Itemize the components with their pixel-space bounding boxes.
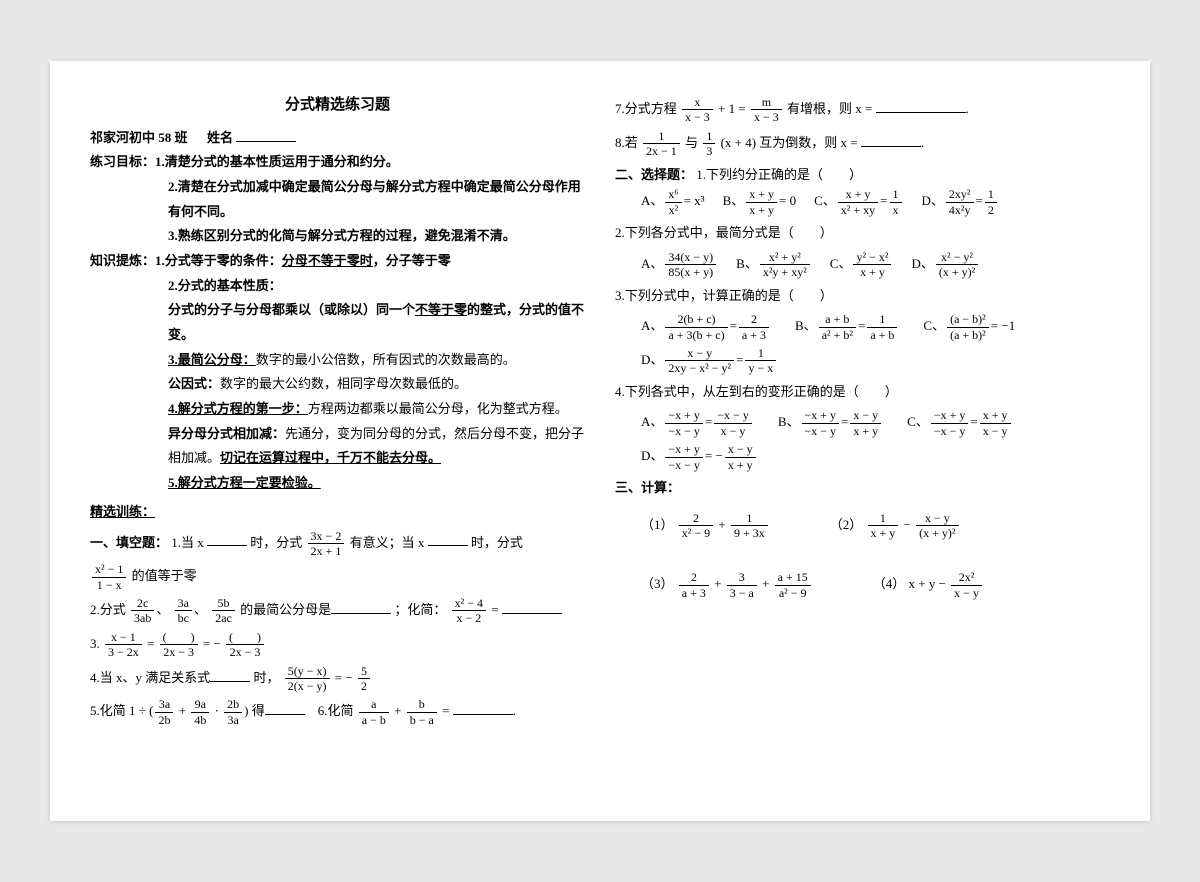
left-column: 分式精选练习题 祁家河初中 58 班 姓名 练习目标：1.清楚分式的基本性质运用…	[90, 91, 585, 791]
class-line: 祁家河初中 58 班 姓名	[90, 126, 585, 151]
fill-q3: 3. x − 13 − 2x = ( )2x − 3 = − ( )2x − 3	[90, 630, 585, 660]
c3-options: A、2(b + c)a + 3(b + c)=2a + 3 B、a + ba² …	[615, 312, 1110, 376]
worksheet-page: 分式精选练习题 祁家河初中 58 班 姓名 练习目标：1.清楚分式的基本性质运用…	[50, 61, 1150, 821]
right-column: 7.分式方程 xx − 3 + 1 = mx − 3 有增根，则 x = . 8…	[615, 91, 1110, 791]
tips-block: 知识提炼：1.分式等于零的条件：分母不等于零时，分子等于零	[90, 249, 585, 274]
fill-q1: 一、填空题： 1.当 x 时，分式 3x − 22x + 1 有意义；当 x 时…	[90, 529, 585, 559]
c2-stem: 2.下列各分式中，最简分式是（ ）	[615, 221, 1110, 246]
training-header: 精选训练：	[90, 500, 585, 525]
c4-stem: 4.下列各式中，从左到右的变形正确的是（ ）	[615, 380, 1110, 405]
fill-q4: 4.当 x、y 满足关系式 时， 5(y − x)2(x − y) = − 52	[90, 664, 585, 694]
objectives-block: 练习目标：1.清楚分式的基本性质运用于通分和约分。	[90, 150, 585, 175]
c3-stem: 3.下列分式中，计算正确的是（ ）	[615, 284, 1110, 309]
name-blank[interactable]	[236, 128, 296, 142]
calc-row-1: （1） 2x² − 9 + 19 + 3x （2） 1x + y − x − y…	[615, 511, 1110, 541]
fill-q8: 8.若 12x − 1 与 13 (x + 4) 互为倒数，则 x = .	[615, 129, 1110, 159]
doc-title: 分式精选练习题	[90, 91, 585, 120]
calc-header: 三、计算：	[615, 476, 1110, 501]
c1-options: A、x⁶x²= x³ B、x + yx + y= 0 C、x + yx² + x…	[615, 187, 1110, 217]
choice-header: 二、选择题： 1.下列约分正确的是（ ）	[615, 163, 1110, 188]
c2-options: A、34(x − y)85(x + y) B、x² + y²x²y + xy² …	[615, 250, 1110, 280]
c4-options: A、−x + y−x − y=−x − yx − y B、−x + y−x − …	[615, 408, 1110, 472]
fill-q2: 2.分式 2c3ab、 3abc、 5b2ac 的最简公分母是 ；化简： x² …	[90, 596, 585, 626]
fill-q5-q6: 5.化简 1 ÷ (3a2b + 9a4b · 2b3a) 得 6.化简 aa …	[90, 697, 585, 727]
calc-row-2: （3） 2a + 3 + 33 − a + a + 15a² − 9 （4） x…	[615, 570, 1110, 600]
fill-q7: 7.分式方程 xx − 3 + 1 = mx − 3 有增根，则 x = .	[615, 95, 1110, 125]
